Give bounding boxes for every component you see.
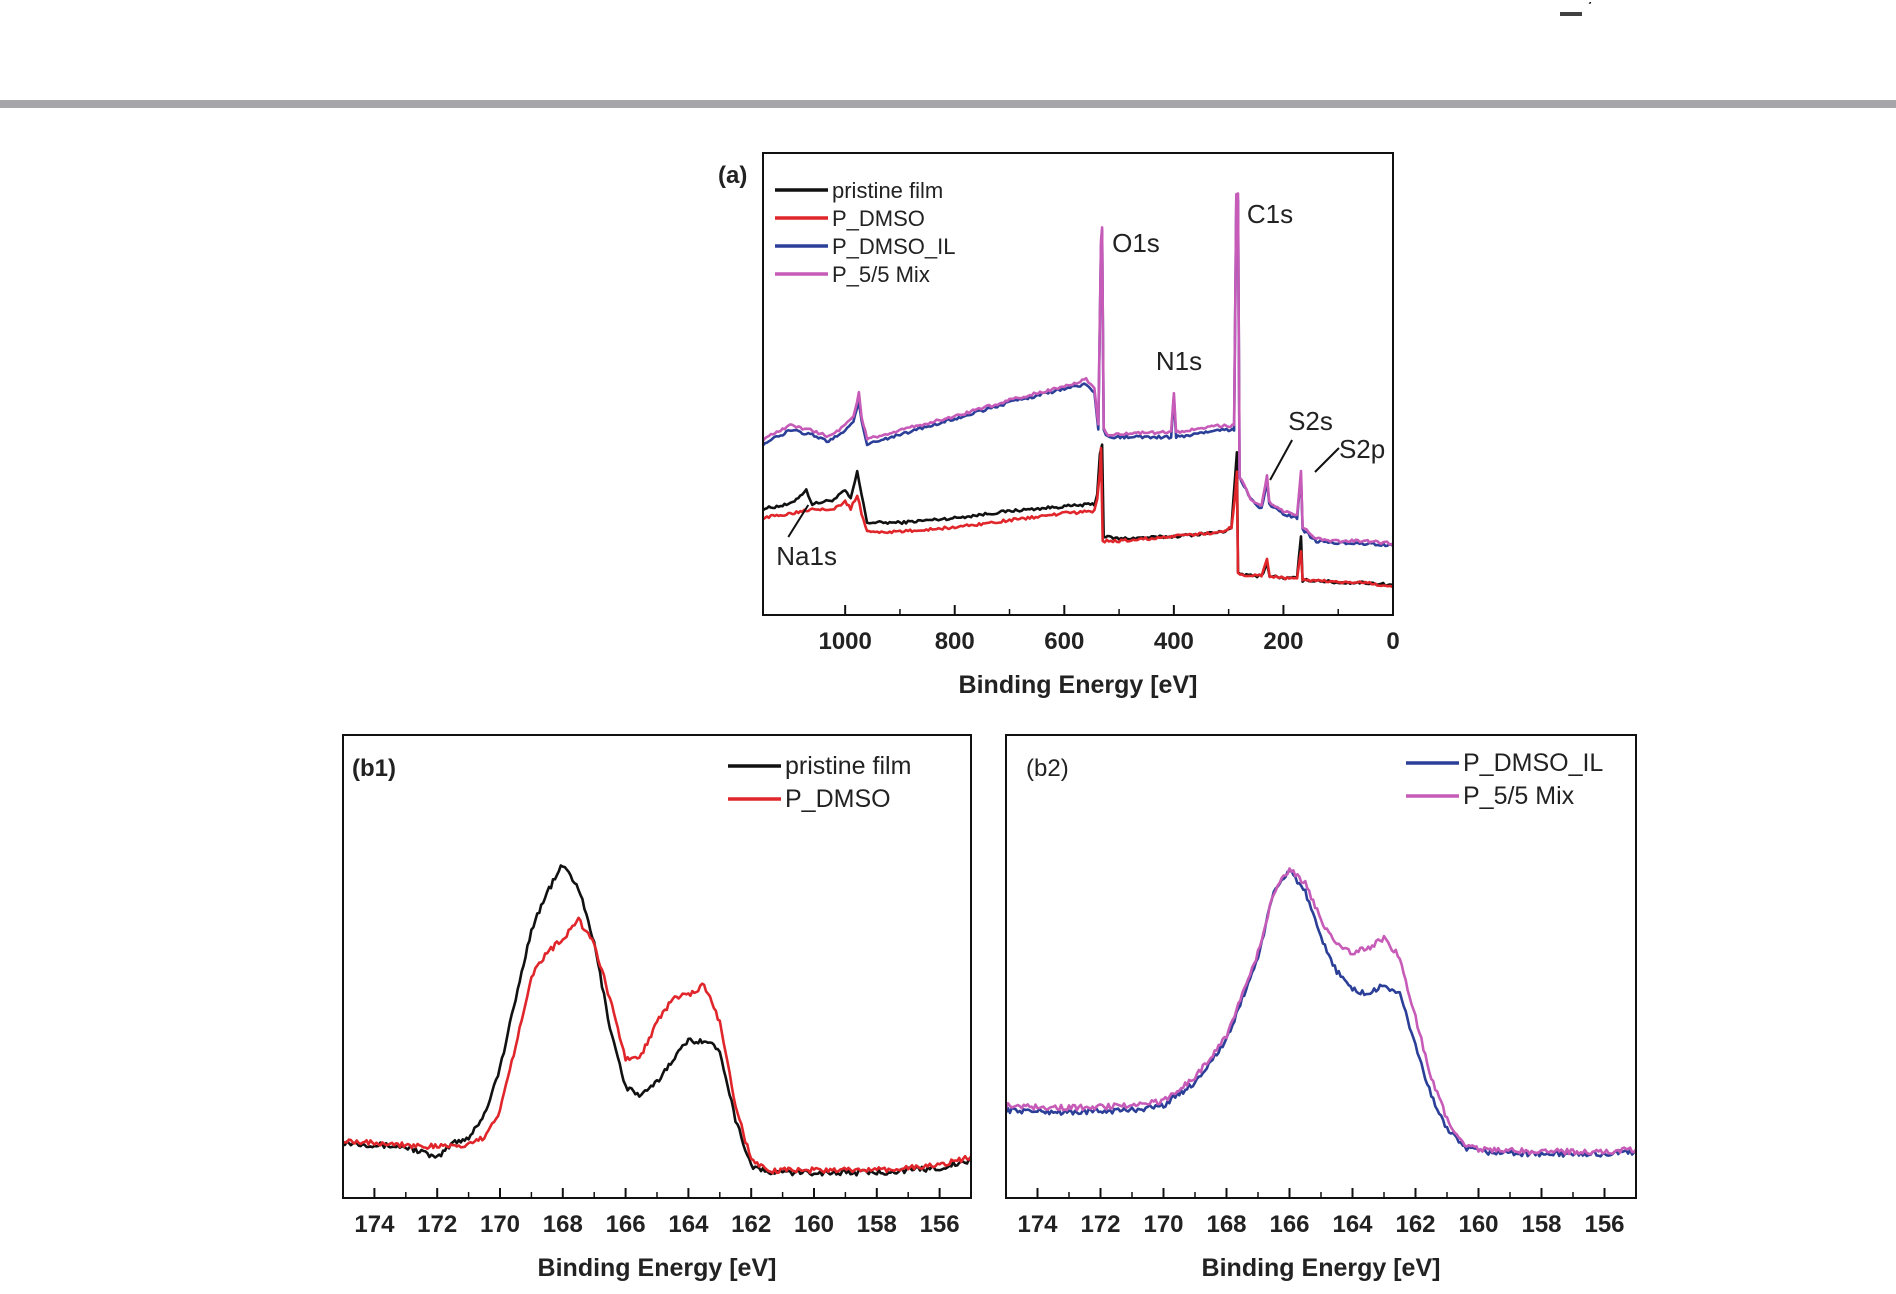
- x-tick-label: 162: [1395, 1211, 1435, 1238]
- x-tick-label: 162: [731, 1211, 771, 1238]
- annotation-leader-line: [1314, 447, 1340, 473]
- x-tick-label: 172: [417, 1211, 457, 1238]
- peak-annotation-o1s: O1s: [1112, 228, 1160, 258]
- x-tick-label: 174: [1017, 1211, 1058, 1238]
- series-line-p-5-5-mix: [1006, 867, 1636, 1156]
- x-tick-label: 158: [857, 1211, 897, 1238]
- x-tick-label: 160: [1458, 1211, 1498, 1238]
- chart-panel-2: 174 172 170 168 166 164 162 160 158 156 Binding En…: [1005, 734, 1637, 1282]
- series-line-p-dmso: [763, 446, 1393, 589]
- legend-entry: P_5/5 Mix: [1463, 782, 1575, 810]
- x-axis-label: Binding Energy [eV]: [538, 1254, 777, 1282]
- peak-annotation-s2p: S2p: [1339, 434, 1385, 464]
- annotation-leader-line: [1269, 439, 1293, 481]
- legend-entry: P_DMSO_IL: [832, 234, 956, 259]
- x-tick-label: 600: [1044, 628, 1084, 655]
- svg-text:,: ,: [1586, 2, 1594, 7]
- x-tick-label: 164: [1332, 1211, 1373, 1238]
- x-tick-label: 164: [668, 1211, 709, 1238]
- series-line-p-dmso: [343, 916, 971, 1175]
- x-tick-label: 800: [935, 628, 975, 655]
- cropped-header-text: ,: [1560, 2, 1896, 46]
- series-line-p-dmso-il: [763, 197, 1393, 548]
- x-tick-label: 166: [1269, 1211, 1309, 1238]
- series-group: [343, 864, 971, 1177]
- series-line-p-dmso-il: [1006, 869, 1636, 1158]
- legend: pristine film P_DMSO: [728, 752, 911, 813]
- legend-entry: P_DMSO: [832, 206, 925, 231]
- panel-label: (b2): [1026, 755, 1069, 782]
- legend: pristine film P_DMSO P_DMSO_IL P_5/5 Mix: [775, 178, 956, 287]
- annotation-leader-line: [787, 504, 810, 538]
- legend-entry: pristine film: [785, 752, 911, 780]
- x-tick-label: 172: [1080, 1211, 1120, 1238]
- x-tick-label: 168: [1206, 1211, 1246, 1238]
- peak-annotation-c1s: C1s: [1247, 199, 1293, 229]
- x-tick-label: 156: [1584, 1211, 1624, 1238]
- plot-frame: [762, 152, 1394, 616]
- peak-annotation-na1s: Na1s: [776, 541, 837, 571]
- peak-annotation-n1s: N1s: [1156, 346, 1202, 376]
- x-tick-label: 0: [1386, 628, 1399, 655]
- x-tick-label: 156: [920, 1211, 960, 1238]
- legend-entry: P_DMSO_IL: [1463, 749, 1603, 777]
- series-group: [1006, 867, 1636, 1158]
- legend-entry: pristine film: [832, 178, 943, 203]
- x-tick-label: 170: [480, 1211, 520, 1238]
- x-axis-label: Binding Energy [eV]: [959, 671, 1198, 699]
- chart-panel-0: 1000 800 600 400 200 0 Binding Energy [eV] (a) p…: [718, 152, 1400, 699]
- x-tick-label: 166: [606, 1211, 646, 1238]
- x-tick-label: 168: [543, 1211, 583, 1238]
- x-tick-label: 174: [354, 1211, 395, 1238]
- x-tick-label: 1000: [818, 628, 871, 655]
- panel-label: (b1): [352, 755, 396, 782]
- legend: P_DMSO_IL P_5/5 Mix: [1406, 749, 1603, 810]
- x-axis-label: Binding Energy [eV]: [1202, 1254, 1441, 1282]
- x-tick-label: 158: [1521, 1211, 1561, 1238]
- legend-entry: P_5/5 Mix: [832, 262, 930, 287]
- x-tick-label: 160: [794, 1211, 834, 1238]
- series-line-p-5-5-mix: [763, 192, 1393, 546]
- peak-annotation-s2s: S2s: [1288, 406, 1333, 436]
- chart-panel-1: 174 172 170 168 166 164 162 160 158 156 Binding En…: [342, 734, 972, 1282]
- legend-entry: P_DMSO: [785, 785, 891, 813]
- x-tick-label: 200: [1263, 628, 1303, 655]
- x-tick-label: 400: [1154, 628, 1194, 655]
- panel-label: (a): [718, 162, 747, 189]
- header-rule: [0, 100, 1896, 108]
- series-group: [763, 192, 1393, 589]
- x-tick-label: 170: [1143, 1211, 1183, 1238]
